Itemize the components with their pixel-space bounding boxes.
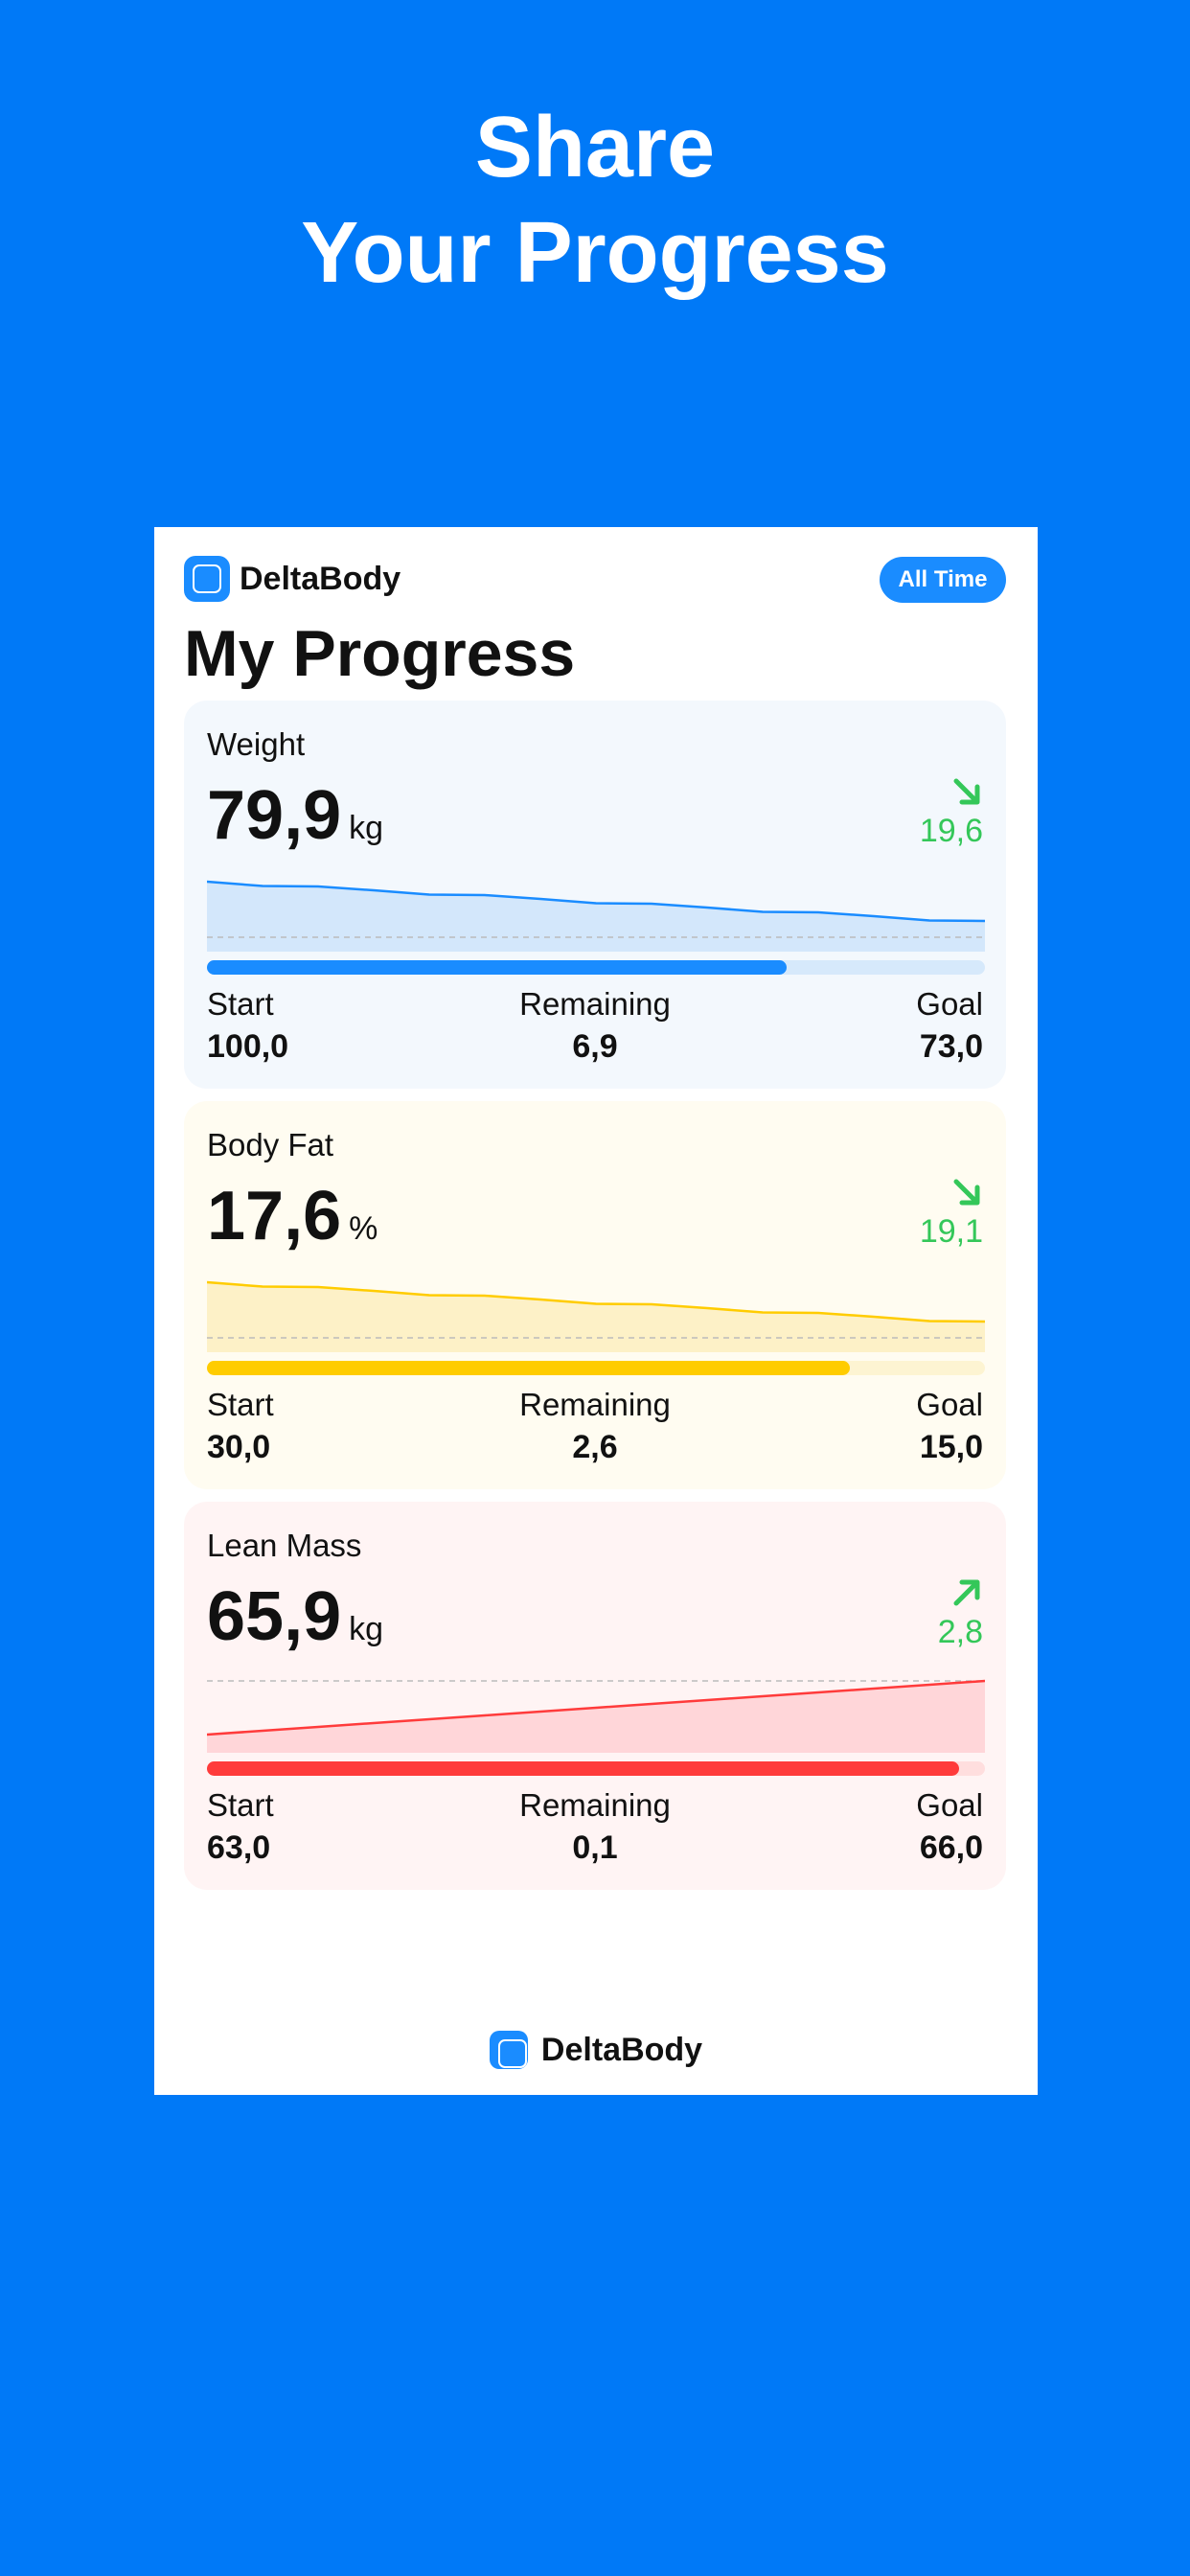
trend-chart [207, 1280, 985, 1352]
trend-area [207, 882, 985, 952]
goal-label: Goal [916, 1787, 983, 1823]
metric-card: Weight 79,9 kg 19,6 Start 100,0 Remaining 6,9 Go… [184, 701, 1006, 1089]
trend-area [207, 1282, 985, 1352]
metric-card: Lean Mass 65,9 kg 2,8 Start 63,0 Remaining 0,1 G… [184, 1502, 1006, 1890]
remaining-value: 6,9 [572, 1028, 618, 1065]
remaining-label: Remaining [519, 986, 671, 1022]
metric-value-row: 79,9 kg [207, 775, 383, 856]
metric-name: Lean Mass [207, 1528, 362, 1563]
trend-line [207, 1679, 985, 1736]
app-name: DeltaBody [240, 561, 401, 597]
card-title: My Progress [184, 617, 576, 690]
goal-value: 15,0 [919, 1429, 983, 1465]
progress-bar [207, 1361, 851, 1375]
start-label: Start [207, 986, 274, 1022]
metric-value: 65,9 [207, 1578, 342, 1655]
change-arrow [953, 778, 980, 805]
progress-bar [207, 960, 787, 975]
metric-change: 19,1 [919, 1213, 983, 1250]
trend-line [207, 880, 985, 923]
remaining-label: Remaining [519, 1387, 671, 1422]
metric-value: 79,9 [207, 777, 342, 854]
goal-label: Goal [916, 1387, 983, 1422]
footer: DeltaBody [154, 2029, 1038, 2071]
remaining-value: 0,1 [572, 1829, 618, 1866]
progress-bar [207, 1761, 959, 1776]
start-value: 30,0 [207, 1429, 271, 1465]
metric-unit: kg [349, 1611, 384, 1647]
trend-chart [207, 1679, 985, 1753]
goal-label: Goal [916, 986, 983, 1022]
goal-value: 66,0 [919, 1829, 983, 1866]
remaining-value: 2,6 [572, 1429, 618, 1465]
arrow-path [953, 778, 980, 805]
change-arrow [953, 1179, 980, 1206]
headline: Share [474, 100, 716, 196]
start-value: 100,0 [207, 1028, 289, 1065]
goal-value: 73,0 [919, 1028, 983, 1065]
trend-line [207, 1280, 985, 1323]
metric-value-row: 65,9 kg [207, 1576, 383, 1657]
trend-area [207, 1681, 985, 1753]
arrow-path [953, 1579, 980, 1606]
app-icon [184, 556, 230, 602]
metric-value: 17,6 [207, 1178, 342, 1254]
start-value: 63,0 [207, 1829, 271, 1866]
metric-value-row: 17,6% [207, 1176, 378, 1256]
start-label: Start [207, 1787, 274, 1823]
remaining-label: Remaining [519, 1787, 671, 1823]
arrow-path [953, 1179, 980, 1206]
change-arrow [953, 1579, 980, 1606]
share-card: DeltaBody All Time My Progress DeltaBody… [154, 527, 1038, 2095]
metric-unit: kg [349, 810, 384, 846]
metric-card: Body Fat 17,6% 19,1 Start 30,0 Remaining 2,6 Go… [184, 1101, 1006, 1489]
metric-name: Weight [207, 726, 306, 762]
trend-chart [207, 880, 985, 952]
headline: Your Progress [301, 205, 889, 301]
metric-change: 2,8 [937, 1614, 983, 1650]
metric-unit: % [349, 1210, 378, 1247]
start-label: Start [207, 1387, 274, 1422]
metric-change: 19,6 [919, 813, 983, 849]
metric-name: Body Fat [207, 1127, 334, 1162]
footer-app-name: DeltaBody [540, 2031, 703, 2068]
footer-icon [489, 2031, 528, 2069]
period-button[interactable]: All Time [880, 557, 1006, 603]
